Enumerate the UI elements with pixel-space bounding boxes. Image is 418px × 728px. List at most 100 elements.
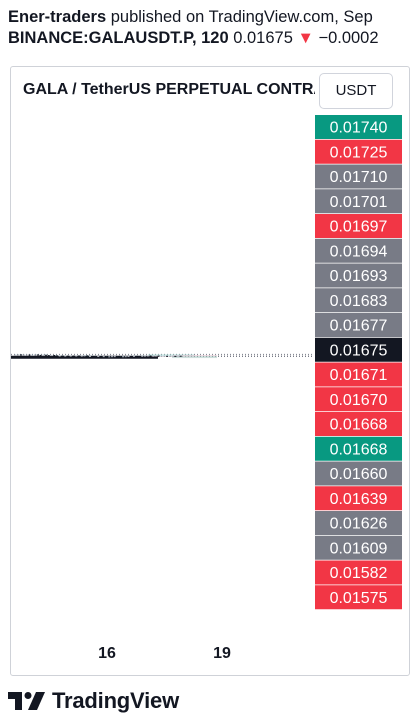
candle-body <box>83 355 86 357</box>
candle-body <box>179 355 182 357</box>
price-label-text: 0.01710 <box>330 169 388 186</box>
long-position-stop-zone <box>148 355 194 357</box>
candle-body <box>141 355 144 357</box>
price-label: 0.01626 <box>315 511 402 535</box>
price-label: 0.01710 <box>315 164 402 189</box>
candle-body <box>177 355 179 357</box>
author-name[interactable]: Ener-traders <box>8 8 107 26</box>
symbol-line: BINANCE:GALAUSDT.P, 120 0.01675 ▼ −0.000… <box>8 28 418 49</box>
price-label-background <box>315 288 402 313</box>
candle-body <box>163 355 166 357</box>
candle-body <box>113 356 116 358</box>
publication-header: Ener-traders published on TradingView.co… <box>8 7 418 49</box>
price-label-background <box>315 535 402 560</box>
down-arrow-icon: ▼ <box>297 29 314 47</box>
candle-body <box>75 355 78 357</box>
price-label-text: 0.01609 <box>330 540 388 557</box>
price-label-background <box>315 337 402 362</box>
candle-body <box>31 354 34 356</box>
currency-button[interactable]: USDT <box>319 73 393 109</box>
candle-body <box>61 355 64 357</box>
candle-body <box>94 356 97 358</box>
candle-body <box>111 356 113 358</box>
price-label-text: 0.01668 <box>330 417 388 434</box>
candle-body <box>80 355 83 357</box>
price-label: 0.01693 <box>315 263 402 288</box>
candle-body <box>124 356 127 358</box>
brand-name: TradingView <box>52 688 179 713</box>
price-label-background <box>315 560 402 585</box>
candle-body <box>130 356 133 357</box>
candle-body <box>17 354 20 356</box>
price-labels-layer: 0.01740 0.01725 0.01710 0.01701 0.01697 0.016… <box>315 115 402 610</box>
horizontal-lines-layer <box>11 353 314 359</box>
price-label: 0.01694 <box>315 238 402 263</box>
price-label: 0.01683 <box>315 288 402 313</box>
candle-body <box>34 354 36 356</box>
candle-body <box>39 354 42 356</box>
short-position-target-zone <box>172 356 217 359</box>
price-label-background <box>315 362 402 387</box>
candle-body <box>133 355 135 357</box>
price-label-text: 0.01582 <box>330 565 388 582</box>
candle-body <box>72 355 75 357</box>
price-label-background <box>315 387 402 412</box>
price-label-background <box>315 486 402 511</box>
price-label-background <box>315 214 402 238</box>
candle-body <box>45 354 47 356</box>
x-axis-layer: 16 19 <box>98 645 231 662</box>
candle-body <box>53 355 56 357</box>
price-label-text: 0.01660 <box>330 466 388 483</box>
price-label-text: 0.01639 <box>330 491 388 508</box>
price-label-background <box>315 585 402 610</box>
candle-body <box>28 354 31 356</box>
candle-body <box>174 355 177 357</box>
published-text: published on TradingView.com, Sep <box>110 8 373 26</box>
candle-body <box>135 355 138 357</box>
last-price: 0.01675 <box>233 29 293 47</box>
candle-body <box>146 355 149 357</box>
candle-body <box>64 355 67 357</box>
candle-body <box>122 356 124 358</box>
tradingview-brand[interactable]: TradingView <box>8 688 179 714</box>
candle-body <box>56 355 58 357</box>
candle-body <box>149 355 152 357</box>
price-label-background <box>315 164 402 189</box>
price-label-text: 0.01693 <box>330 268 388 285</box>
candle-body <box>58 355 61 357</box>
candle-body <box>47 355 50 357</box>
candle-body <box>105 356 108 358</box>
candle-body <box>89 355 91 357</box>
price-label: 0.01677 <box>315 313 402 337</box>
candle-body <box>168 356 171 357</box>
price-label-text: 0.01694 <box>330 243 388 260</box>
price-label-background <box>315 263 402 288</box>
candle-body <box>100 356 102 357</box>
chart-title: GALA / TetherUS PERPETUAL CONTRACT <box>23 81 315 98</box>
long-position-target-zone <box>148 354 194 356</box>
price-label-background <box>315 461 402 486</box>
price-label-background <box>315 238 402 263</box>
candle-body <box>144 355 146 357</box>
price-label: 0.01668 <box>315 436 402 461</box>
price-label: 0.01609 <box>315 535 402 560</box>
candle-body <box>166 355 168 357</box>
candle-body <box>67 355 69 357</box>
price-label-text: 0.01670 <box>330 392 388 409</box>
price-change: −0.0002 <box>318 29 379 47</box>
price-label: 0.01725 <box>315 139 402 164</box>
candle-body <box>91 355 94 357</box>
candle-body <box>97 356 100 357</box>
price-label-background <box>315 313 402 337</box>
candle-body <box>69 355 72 357</box>
candle-body <box>116 356 119 358</box>
price-label: 0.01701 <box>315 189 402 214</box>
price-label: 0.01671 <box>315 362 402 387</box>
price-label-text: 0.01740 <box>330 120 388 137</box>
price-label: 0.01575 <box>315 585 402 610</box>
price-label-text: 0.01626 <box>330 516 388 533</box>
candle-body <box>152 355 155 357</box>
candle-body <box>86 355 89 357</box>
candle-body <box>127 356 130 357</box>
